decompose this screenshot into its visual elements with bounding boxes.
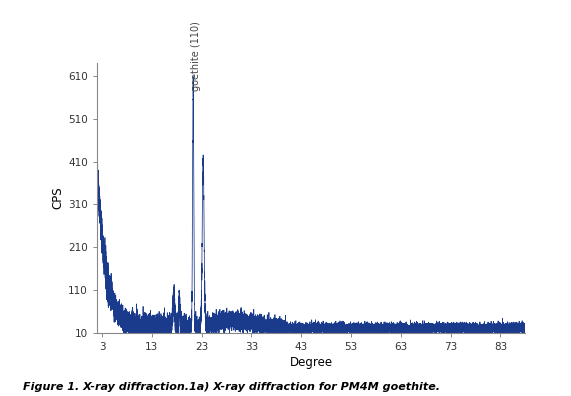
Text: goethite (110): goethite (110) <box>191 21 200 91</box>
X-axis label: Degree: Degree <box>289 356 333 369</box>
Text: Figure 1. X-ray diffraction.1a) X-ray diffraction for PM4M goethite.: Figure 1. X-ray diffraction.1a) X-ray di… <box>23 382 440 392</box>
Y-axis label: CPS: CPS <box>51 187 64 209</box>
